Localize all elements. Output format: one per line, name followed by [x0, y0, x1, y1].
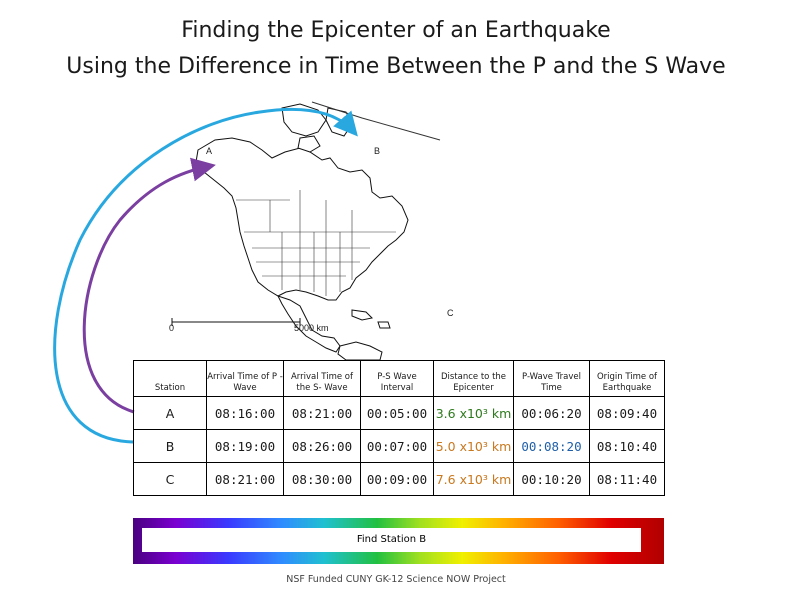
north-america-map: [195, 103, 409, 361]
find-station-banner: Find Station B: [142, 528, 641, 552]
header-p-arrival: Arrival Time of P -Wave: [206, 360, 284, 397]
scale-end-label: 5000 km: [294, 323, 329, 333]
p-arrival-cell: 08:21:00: [206, 462, 284, 496]
header-station: Station: [133, 360, 207, 397]
scale-bar: [171, 318, 301, 326]
header-origin-time: Origin Time of Earthquake: [589, 360, 665, 397]
station-cell: B: [133, 429, 207, 463]
map-label-c: C: [447, 308, 454, 318]
distance-cell: 7.6 x10³ km: [433, 462, 514, 496]
map-label-a: A: [206, 146, 213, 156]
header-s-arrival: Arrival Time of the S- Wave: [283, 360, 361, 397]
travel-cell: 00:06:20: [513, 396, 590, 430]
purple-arrow-station-a: [82, 157, 216, 414]
station-cell: A: [133, 396, 207, 430]
header-distance: Distance to the Epicenter: [433, 360, 514, 397]
title-line-2: Using the Difference in Time Between the…: [66, 54, 726, 79]
p-arrival-cell: 08:19:00: [206, 429, 284, 463]
interval-cell: 00:05:00: [360, 396, 434, 430]
s-arrival-cell: 08:30:00: [283, 462, 361, 496]
table-row: B 08:19:00 08:26:00 00:07:00 5.0 x10³ km…: [133, 429, 665, 463]
table-row: C 08:21:00 08:30:00 00:09:00 7.6 x10³ km…: [133, 462, 665, 496]
header-ps-interval: P-S Wave Interval: [360, 360, 434, 397]
header-travel-time: P-Wave Travel Time: [513, 360, 590, 397]
map-label-b: B: [374, 146, 381, 156]
origin-cell: 08:09:40: [589, 396, 665, 430]
scale-start-label: 0: [169, 323, 175, 333]
travel-cell: 00:08:20: [513, 429, 590, 463]
distance-cell: 3.6 x10³ km: [433, 396, 514, 430]
title-line-1: Finding the Epicenter of an Earthquake: [181, 18, 611, 43]
earthquake-data-table: Station Arrival Time of P -Wave Arrival …: [133, 360, 665, 496]
footer-credit: NSF Funded CUNY GK-12 Science NOW Projec…: [286, 574, 506, 585]
distance-cell: 5.0 x10³ km: [433, 429, 514, 463]
interval-cell: 00:07:00: [360, 429, 434, 463]
s-arrival-cell: 08:26:00: [283, 429, 361, 463]
p-arrival-cell: 08:16:00: [206, 396, 284, 430]
map-borders: [236, 190, 396, 296]
origin-cell: 08:11:40: [589, 462, 665, 496]
origin-cell: 08:10:40: [589, 429, 665, 463]
table-row: A 08:16:00 08:21:00 00:05:00 3.6 x10³ km…: [133, 396, 665, 430]
interval-cell: 00:09:00: [360, 462, 434, 496]
travel-cell: 00:10:20: [513, 462, 590, 496]
great-circle-line: [311, 101, 441, 141]
table-header-row: Station Arrival Time of P -Wave Arrival …: [133, 360, 665, 397]
s-arrival-cell: 08:21:00: [283, 396, 361, 430]
station-cell: C: [133, 462, 207, 496]
blue-arrow-station-b: [53, 107, 358, 444]
